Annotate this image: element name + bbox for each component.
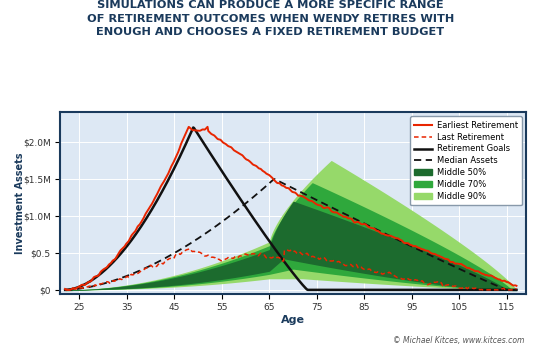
Text: SIMULATIONS CAN PRODUCE A MORE SPECIFIC RANGE
OF RETIREMENT OUTCOMES WHEN WENDY : SIMULATIONS CAN PRODUCE A MORE SPECIFIC …	[87, 0, 454, 37]
X-axis label: Age: Age	[281, 315, 305, 325]
Legend: Earliest Retirement, Last Retirement, Retirement Goals, Median Assets, Middle 50: Earliest Retirement, Last Retirement, Re…	[410, 117, 522, 205]
Text: © Michael Kitces, www.kitces.com: © Michael Kitces, www.kitces.com	[393, 336, 525, 345]
Y-axis label: Investment Assets: Investment Assets	[15, 152, 25, 254]
